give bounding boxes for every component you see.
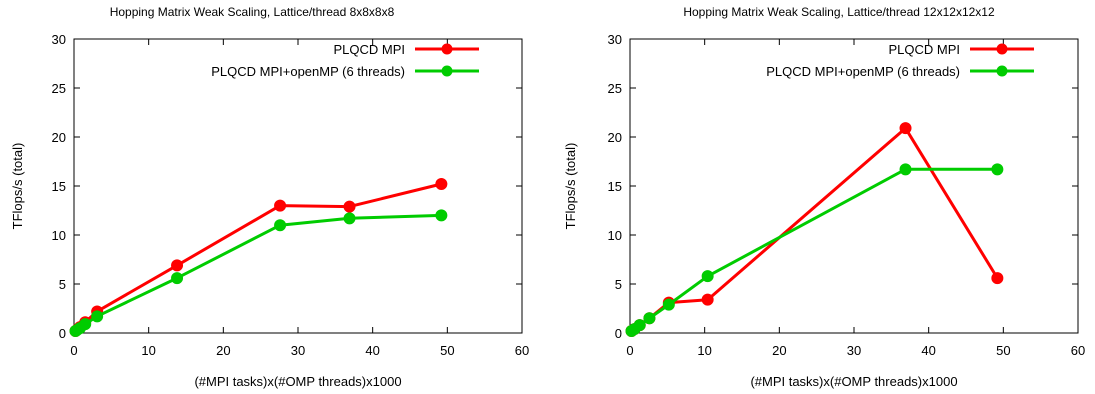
x-tick-label: 60	[515, 343, 529, 358]
data-point	[899, 122, 912, 135]
legend-swatch-marker	[996, 65, 1008, 77]
chart-title: Hopping Matrix Weak Scaling, Lattice/thr…	[683, 5, 995, 19]
chart-left: Hopping Matrix Weak Scaling, Lattice/thr…	[10, 5, 529, 389]
x-tick-label: 10	[141, 343, 155, 358]
chart-right: Hopping Matrix Weak Scaling, Lattice/thr…	[563, 5, 1085, 389]
x-axis-label: (#MPI tasks)x(#OMP threads)x1000	[750, 374, 957, 389]
y-tick-label: 20	[52, 130, 66, 145]
data-point	[79, 318, 92, 331]
data-point	[274, 219, 287, 232]
y-tick-label: 10	[608, 228, 622, 243]
data-point	[991, 272, 1004, 285]
data-point	[662, 298, 675, 311]
plot-frame	[629, 38, 1079, 334]
x-tick-label: 60	[1071, 343, 1085, 358]
x-tick-label: 10	[697, 343, 711, 358]
data-point	[701, 270, 714, 283]
legend-swatch-marker	[441, 43, 453, 55]
y-tick-label: 0	[615, 326, 622, 341]
data-point	[701, 293, 714, 306]
data-point	[899, 163, 912, 176]
x-tick-label: 20	[216, 343, 230, 358]
y-tick-label: 25	[52, 81, 66, 96]
y-tick-label: 0	[59, 326, 66, 341]
legend-swatch-marker	[996, 43, 1008, 55]
data-point	[274, 199, 287, 212]
data-point	[171, 259, 184, 272]
series-line-0	[74, 182, 442, 333]
data-point	[171, 272, 184, 285]
series-line-1	[74, 213, 442, 333]
series-line-1	[630, 167, 998, 333]
data-point	[435, 209, 448, 222]
legend-label: PLQCD MPI	[888, 42, 960, 57]
y-tick-label: 5	[59, 277, 66, 292]
x-tick-label: 0	[70, 343, 77, 358]
y-tick-label: 10	[52, 228, 66, 243]
data-point	[633, 319, 646, 332]
legend-swatch-marker	[441, 65, 453, 77]
y-tick-label: 25	[608, 81, 622, 96]
x-tick-label: 40	[921, 343, 935, 358]
y-axis-label: TFlops/s (total)	[563, 143, 578, 230]
chart-title: Hopping Matrix Weak Scaling, Lattice/thr…	[110, 5, 395, 19]
x-tick-label: 30	[847, 343, 861, 358]
x-tick-label: 50	[996, 343, 1010, 358]
legend-label: PLQCD MPI+openMP (6 threads)	[211, 64, 405, 79]
legend-label: PLQCD MPI	[333, 42, 405, 57]
y-tick-label: 20	[608, 130, 622, 145]
series-line-0	[630, 126, 999, 333]
data-point	[343, 212, 356, 225]
y-tick-label: 15	[52, 179, 66, 194]
plot-frame	[73, 38, 523, 334]
x-tick-label: 40	[365, 343, 379, 358]
legend-label: PLQCD MPI+openMP (6 threads)	[766, 64, 960, 79]
data-point	[643, 312, 656, 325]
x-tick-label: 30	[291, 343, 305, 358]
data-point	[343, 200, 356, 213]
y-tick-label: 15	[608, 179, 622, 194]
data-point	[991, 163, 1004, 176]
x-tick-label: 50	[440, 343, 454, 358]
y-tick-label: 30	[52, 32, 66, 47]
y-tick-label: 5	[615, 277, 622, 292]
y-axis-label: TFlops/s (total)	[10, 143, 25, 230]
x-tick-label: 20	[772, 343, 786, 358]
data-point	[435, 178, 448, 191]
x-tick-label: 0	[626, 343, 633, 358]
data-point	[91, 310, 104, 323]
x-axis-label: (#MPI tasks)x(#OMP threads)x1000	[194, 374, 401, 389]
y-tick-label: 30	[608, 32, 622, 47]
